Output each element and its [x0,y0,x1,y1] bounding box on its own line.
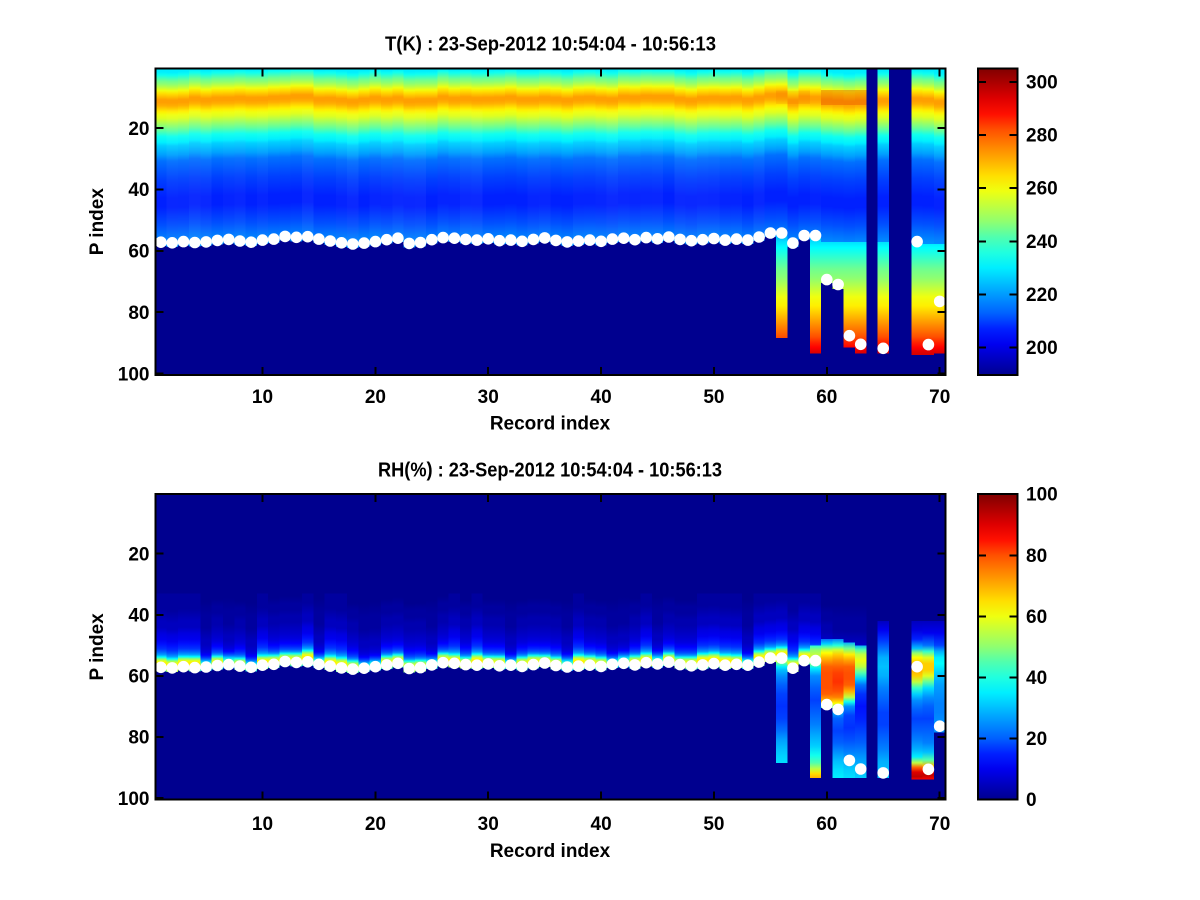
svg-text:200: 200 [1026,338,1058,359]
svg-text:80: 80 [128,728,149,749]
svg-text:10: 10 [252,387,273,408]
svg-text:60: 60 [1026,607,1047,628]
svg-text:260: 260 [1026,179,1058,200]
svg-text:40: 40 [591,387,612,408]
svg-text:100: 100 [1026,485,1058,506]
svg-text:100: 100 [118,364,150,385]
svg-text:60: 60 [128,667,149,688]
svg-text:70: 70 [929,387,950,408]
svg-text:240: 240 [1026,232,1058,253]
svg-text:40: 40 [128,606,149,627]
svg-text:80: 80 [1026,546,1047,567]
svg-text:RH(%) : 23-Sep-2012 10:54:04 -: RH(%) : 23-Sep-2012 10:54:04 - 10:56:13 [378,460,722,482]
svg-text:20: 20 [128,545,149,566]
svg-text:20: 20 [1026,729,1047,750]
svg-text:40: 40 [1026,668,1047,689]
svg-text:100: 100 [118,789,150,810]
svg-text:70: 70 [929,814,950,835]
svg-text:40: 40 [128,180,149,201]
svg-text:20: 20 [365,387,386,408]
svg-text:300: 300 [1026,73,1058,94]
svg-text:280: 280 [1026,126,1058,147]
svg-text:40: 40 [591,814,612,835]
svg-text:60: 60 [128,242,149,263]
svg-text:Record index: Record index [490,841,611,862]
svg-text:30: 30 [478,387,499,408]
svg-text:60: 60 [816,814,837,835]
svg-text:Record index: Record index [490,414,611,435]
svg-text:50: 50 [703,814,724,835]
svg-text:10: 10 [252,814,273,835]
svg-text:50: 50 [703,387,724,408]
svg-text:20: 20 [365,814,386,835]
svg-text:80: 80 [128,303,149,324]
svg-text:P index: P index [87,188,108,256]
svg-text:T(K) : 23-Sep-2012 10:54:04 -: T(K) : 23-Sep-2012 10:54:04 - 10:56:13 [385,34,716,56]
svg-text:30: 30 [478,814,499,835]
svg-text:20: 20 [128,119,149,140]
svg-text:P index: P index [87,613,108,681]
svg-text:0: 0 [1026,790,1037,811]
svg-text:60: 60 [816,387,837,408]
svg-text:220: 220 [1026,285,1058,306]
